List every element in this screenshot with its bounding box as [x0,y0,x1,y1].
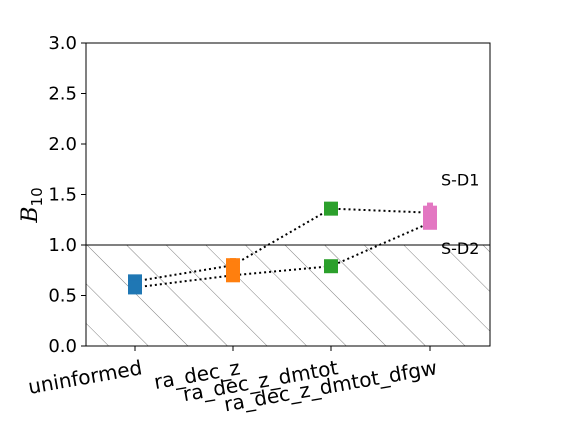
hatch-fill [86,245,490,346]
y-tick-label: 0.0 [48,336,77,357]
y-axis-label-subscript: 10 [28,187,46,206]
markers [128,201,437,295]
data-point-2-1 [128,280,142,295]
annotation-s-d1: S-D1 [441,170,479,189]
data-point-2-3 [324,259,338,274]
y-tick-label: 2.5 [48,84,77,105]
y-tick-label: 1.5 [48,185,77,206]
series-line-1 [134,207,431,283]
series-line-2 [134,221,431,289]
y-tick-label: 3.0 [48,33,77,54]
hatched-region [86,244,490,346]
y-axis-label: B10 [18,187,46,223]
x-axis: uninformed ra_dec_zra_dec_z_dmtotra_dec_z… [26,346,439,416]
data-point-2-4 [423,215,437,230]
y-tick-label: 0.5 [48,286,77,307]
x-tick-label: uninformed [26,355,144,399]
annotation-s-d2: S-D2 [441,239,479,258]
y-axis-label-main: B [18,206,43,223]
y-tick-label: 1.0 [48,235,77,256]
series-lines [134,207,431,289]
data-point-1-3 [324,201,338,216]
data-point-2-2 [226,268,240,283]
y-axis: 0.0 0.5 1.0 1.5 2.0 2.5 3.0 [48,33,86,357]
annotations: S-D1 S-D2 [441,170,479,258]
y-tick-label: 2.0 [48,134,77,155]
